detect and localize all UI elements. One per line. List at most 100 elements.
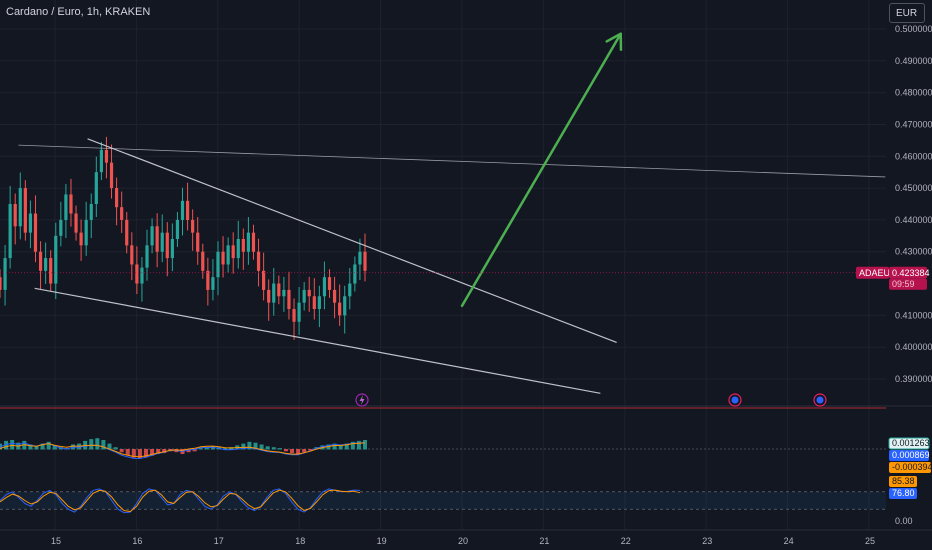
candle[interactable] bbox=[84, 201, 88, 256]
candle[interactable] bbox=[114, 177, 119, 226]
candle[interactable] bbox=[262, 252, 266, 301]
candle[interactable] bbox=[201, 243, 205, 279]
candle[interactable] bbox=[332, 276, 337, 319]
candle[interactable] bbox=[89, 193, 93, 239]
macd-pane bbox=[0, 438, 886, 460]
candle[interactable] bbox=[145, 229, 149, 281]
candle[interactable] bbox=[125, 211, 129, 254]
candle[interactable] bbox=[79, 219, 83, 261]
macd-histogram-bar bbox=[125, 449, 130, 455]
candle[interactable] bbox=[221, 236, 225, 278]
candle[interactable] bbox=[18, 172, 22, 240]
candle-body bbox=[44, 258, 48, 271]
currency-button[interactable]: EUR bbox=[889, 3, 925, 23]
candle[interactable] bbox=[302, 281, 306, 311]
projection-arrow[interactable] bbox=[460, 32, 623, 308]
macd-histogram-bar bbox=[223, 448, 228, 450]
candle[interactable] bbox=[282, 276, 286, 312]
candle-body bbox=[251, 232, 256, 252]
candle[interactable] bbox=[185, 182, 190, 231]
candle[interactable] bbox=[130, 232, 134, 281]
candle[interactable] bbox=[246, 217, 251, 265]
candle[interactable] bbox=[54, 222, 58, 300]
candle[interactable] bbox=[13, 193, 17, 245]
trendline-upper-channel[interactable] bbox=[18, 144, 886, 178]
candle[interactable] bbox=[160, 214, 164, 263]
lightning-event-icon[interactable] bbox=[355, 393, 369, 407]
candle[interactable] bbox=[206, 257, 210, 306]
candle[interactable] bbox=[38, 241, 43, 289]
candle[interactable] bbox=[343, 285, 347, 334]
candle-body bbox=[170, 239, 174, 259]
candle[interactable] bbox=[226, 237, 230, 273]
candles[interactable] bbox=[0, 136, 367, 340]
macd-histogram-bar bbox=[363, 440, 367, 450]
candle[interactable] bbox=[267, 279, 271, 321]
candle[interactable] bbox=[120, 191, 124, 233]
candle[interactable] bbox=[155, 213, 159, 268]
candle[interactable] bbox=[348, 267, 352, 310]
candle[interactable] bbox=[236, 220, 240, 269]
candle[interactable] bbox=[94, 156, 98, 218]
time-axis[interactable]: 15 16 17 18 19 20 21 22 23 24 25 bbox=[51, 536, 875, 546]
candle[interactable] bbox=[175, 211, 180, 247]
candle[interactable] bbox=[231, 232, 235, 274]
candle[interactable] bbox=[317, 285, 321, 328]
candle[interactable] bbox=[28, 200, 33, 249]
candle[interactable] bbox=[0, 269, 2, 298]
candle[interactable] bbox=[277, 275, 281, 305]
candle[interactable] bbox=[338, 284, 342, 326]
price-axis[interactable]: 0.500000 0.490000 0.480000 0.470000 0.460000… bbox=[895, 24, 932, 384]
event-markers[interactable] bbox=[355, 393, 827, 407]
candle[interactable] bbox=[109, 144, 114, 199]
candle[interactable] bbox=[251, 224, 256, 260]
candle[interactable] bbox=[297, 287, 301, 335]
macd-histogram-bar bbox=[186, 449, 191, 453]
macd-histogram-bar bbox=[150, 449, 155, 456]
trendline-wedge-bottom[interactable] bbox=[34, 287, 601, 394]
candle[interactable] bbox=[191, 209, 195, 251]
candle[interactable] bbox=[44, 242, 48, 284]
candle[interactable] bbox=[292, 298, 296, 340]
economic-event-icon[interactable] bbox=[728, 393, 742, 407]
candle[interactable] bbox=[180, 187, 185, 236]
trendline-wedge-top[interactable] bbox=[87, 138, 617, 343]
candle[interactable] bbox=[307, 276, 311, 312]
candle[interactable] bbox=[272, 267, 276, 316]
candle[interactable] bbox=[135, 246, 139, 295]
arrow-shaft[interactable] bbox=[460, 32, 622, 308]
trendlines[interactable] bbox=[18, 138, 886, 394]
candle[interactable] bbox=[59, 201, 63, 247]
candle[interactable] bbox=[64, 183, 68, 239]
price-tick-label: 0.480000 bbox=[895, 88, 932, 98]
candle[interactable] bbox=[8, 185, 12, 269]
candle[interactable] bbox=[327, 269, 332, 298]
candle[interactable] bbox=[49, 250, 53, 292]
candle[interactable] bbox=[23, 180, 27, 241]
candle[interactable] bbox=[69, 178, 73, 227]
candle[interactable] bbox=[3, 245, 7, 306]
candle[interactable] bbox=[211, 259, 215, 301]
candle[interactable] bbox=[104, 136, 109, 179]
candle[interactable] bbox=[140, 257, 144, 302]
candle[interactable] bbox=[287, 271, 291, 320]
economic-event-icon[interactable] bbox=[813, 393, 827, 407]
candle[interactable] bbox=[363, 233, 367, 282]
candle[interactable] bbox=[196, 217, 200, 265]
candle-body bbox=[256, 251, 261, 271]
macd-histogram-bar bbox=[241, 443, 246, 450]
candle[interactable] bbox=[216, 241, 220, 296]
candle[interactable] bbox=[170, 223, 174, 272]
candle[interactable] bbox=[312, 278, 316, 320]
candle-body bbox=[287, 289, 291, 309]
candle[interactable] bbox=[165, 222, 169, 277]
candle[interactable] bbox=[256, 238, 261, 287]
candle[interactable] bbox=[322, 261, 327, 310]
candle[interactable] bbox=[358, 238, 362, 281]
candle[interactable] bbox=[353, 256, 357, 292]
candle[interactable] bbox=[74, 205, 78, 241]
candle[interactable] bbox=[150, 218, 154, 254]
candle[interactable] bbox=[241, 228, 245, 270]
candle[interactable] bbox=[33, 195, 38, 263]
